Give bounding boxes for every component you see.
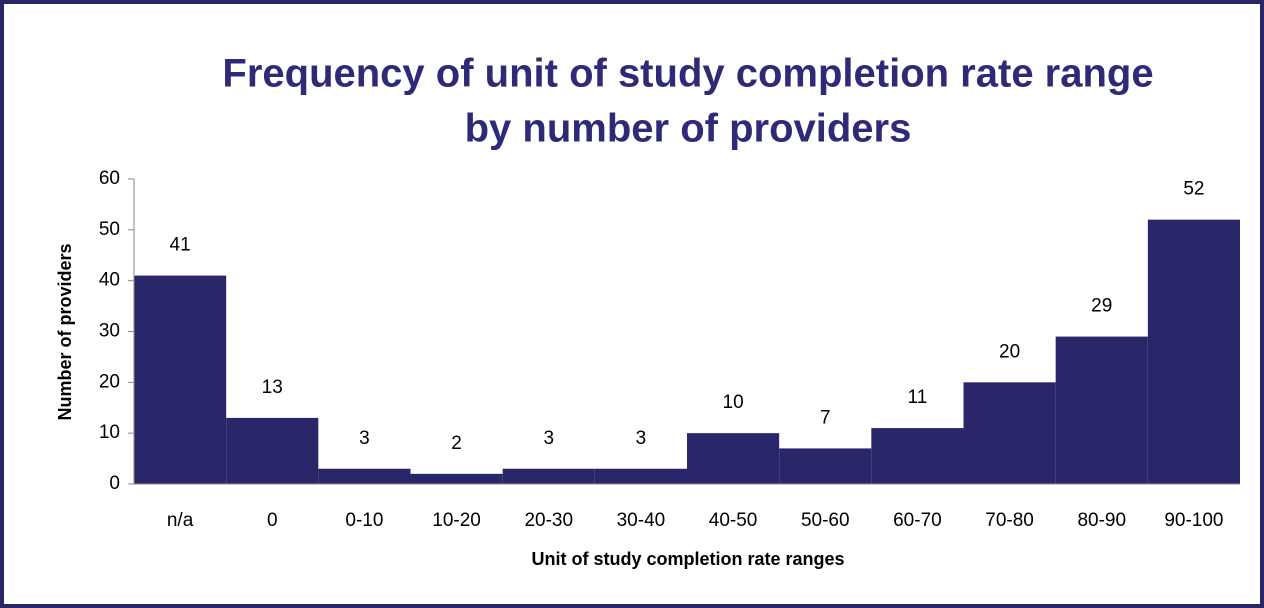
data-label: 10 [723,392,744,413]
y-tick-label: 60 [99,168,120,189]
data-label: 7 [820,407,831,428]
data-label: 2 [451,433,462,454]
x-tick-label: 0 [267,510,278,531]
x-tick-label: 40-50 [709,510,758,531]
bar [318,468,411,484]
x-axis-title: Unit of study completion rate ranges [531,549,844,569]
data-label: 3 [636,428,647,449]
x-tick-label: n/a [167,510,194,531]
y-tick-label: 20 [99,371,120,392]
bar [1147,219,1240,484]
chart-title: by number of providers [465,107,912,151]
data-label: 13 [262,377,283,398]
x-tick-label: 10-20 [432,510,481,531]
data-label: 52 [1183,179,1204,200]
bar [687,433,780,484]
bar [779,448,872,484]
x-tick-label: 80-90 [1077,510,1126,531]
data-label: 3 [359,428,370,449]
y-tick-label: 10 [99,422,120,443]
x-tick-label: 70-80 [985,510,1034,531]
bar [1055,336,1148,484]
data-label: 3 [543,428,554,449]
data-label: 20 [999,341,1020,362]
data-label: 11 [908,387,928,408]
bar [410,473,503,484]
x-tick-label: 0-10 [345,510,383,531]
bar [134,275,227,484]
x-tick-label: 50-60 [801,510,850,531]
y-axis-title: Number of providers [55,243,75,420]
bar [963,382,1056,484]
bar [502,468,595,484]
x-tick-label: 20-30 [524,510,573,531]
y-tick-label: 50 [99,219,120,240]
data-label: 29 [1091,296,1112,317]
y-tick-label: 30 [99,321,120,342]
chart-title: Frequency of unit of study completion ra… [222,52,1153,96]
bar [871,428,964,484]
x-tick-label: 60-70 [893,510,942,531]
y-tick-label: 0 [109,473,120,494]
bar [594,468,687,484]
x-tick-label: 30-40 [617,510,666,531]
data-label: 41 [170,235,191,256]
y-tick-label: 40 [99,270,120,291]
bar [226,417,319,484]
x-tick-label: 90-100 [1164,510,1223,531]
